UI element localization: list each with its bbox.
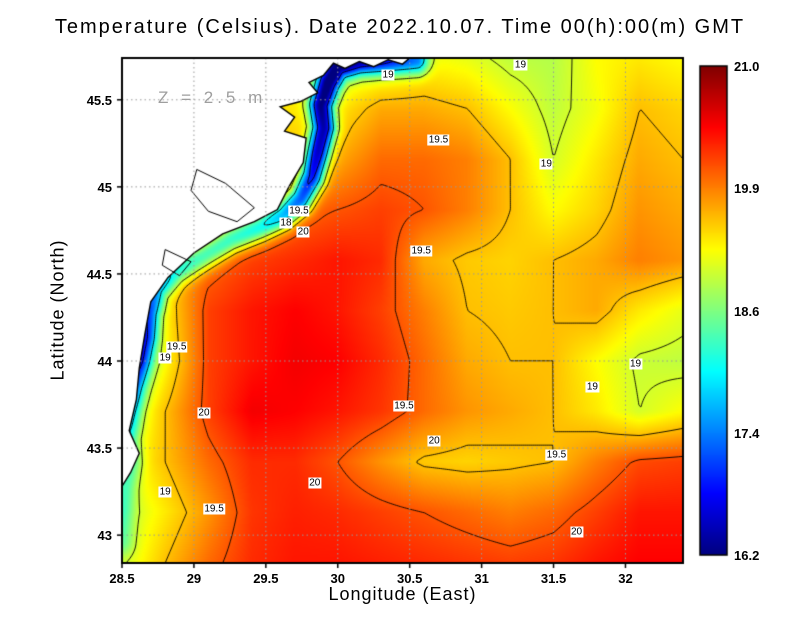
contour-label: 19 — [158, 352, 172, 364]
contour-label: 19.5 — [203, 503, 225, 515]
x-tick-label: 30 — [330, 571, 345, 586]
colorbar-tick-label: 19.9 — [734, 181, 760, 197]
x-tick-label: 29.5 — [253, 571, 279, 586]
x-tick-label: 31 — [474, 571, 489, 586]
contour-label: 19 — [628, 358, 643, 370]
contour-label: 19 — [585, 381, 599, 393]
y-tick-label: 44.5 — [86, 266, 112, 282]
contour-label: 20 — [296, 226, 310, 238]
contour-label: 19.5 — [410, 245, 432, 257]
contour-label: 18 — [279, 217, 293, 229]
contour-label: 19.5 — [427, 134, 450, 146]
colorbar-tick-label: 16.2 — [734, 548, 760, 563]
contour-label: 19 — [513, 59, 528, 71]
x-tick-label: 29 — [186, 571, 202, 586]
y-tick-label: 44 — [97, 354, 112, 369]
contour-label: 20 — [308, 477, 322, 489]
x-tick-label: 28.5 — [109, 571, 135, 586]
contour-label: 20 — [569, 526, 584, 538]
colorbar-tick-label: 21.0 — [734, 59, 760, 74]
contour-label: 19.5 — [393, 400, 415, 412]
contour-label: 19.5 — [545, 449, 568, 461]
contour-label: 19 — [158, 486, 172, 498]
colorbar-tick-label: 17.4 — [734, 425, 760, 441]
x-tick-label: 30.5 — [397, 571, 423, 586]
chart-title: Temperature (Celsius). Date 2022.10.07. … — [54, 16, 746, 38]
contour-label: 20 — [427, 435, 441, 447]
depth-annotation: Z = 2.5 m — [158, 88, 267, 107]
contour-label: 19 — [539, 158, 553, 170]
contour-label: 19.5 — [288, 205, 310, 217]
contour-label: 20 — [197, 407, 211, 419]
x-tick-label: 32 — [618, 571, 633, 586]
contour-label: 19 — [381, 69, 395, 81]
y-tick-label: 43.5 — [86, 441, 112, 457]
y-tick-label: 45.5 — [86, 92, 112, 108]
x-tick-label: 31.5 — [540, 571, 567, 586]
y-tick-label: 43 — [97, 528, 112, 544]
x-axis-title: Longitude (East) — [328, 584, 477, 604]
contour-label: 19.5 — [165, 341, 188, 353]
y-tick-label: 45 — [97, 179, 112, 195]
colorbar-tick-label: 18.6 — [734, 303, 760, 319]
